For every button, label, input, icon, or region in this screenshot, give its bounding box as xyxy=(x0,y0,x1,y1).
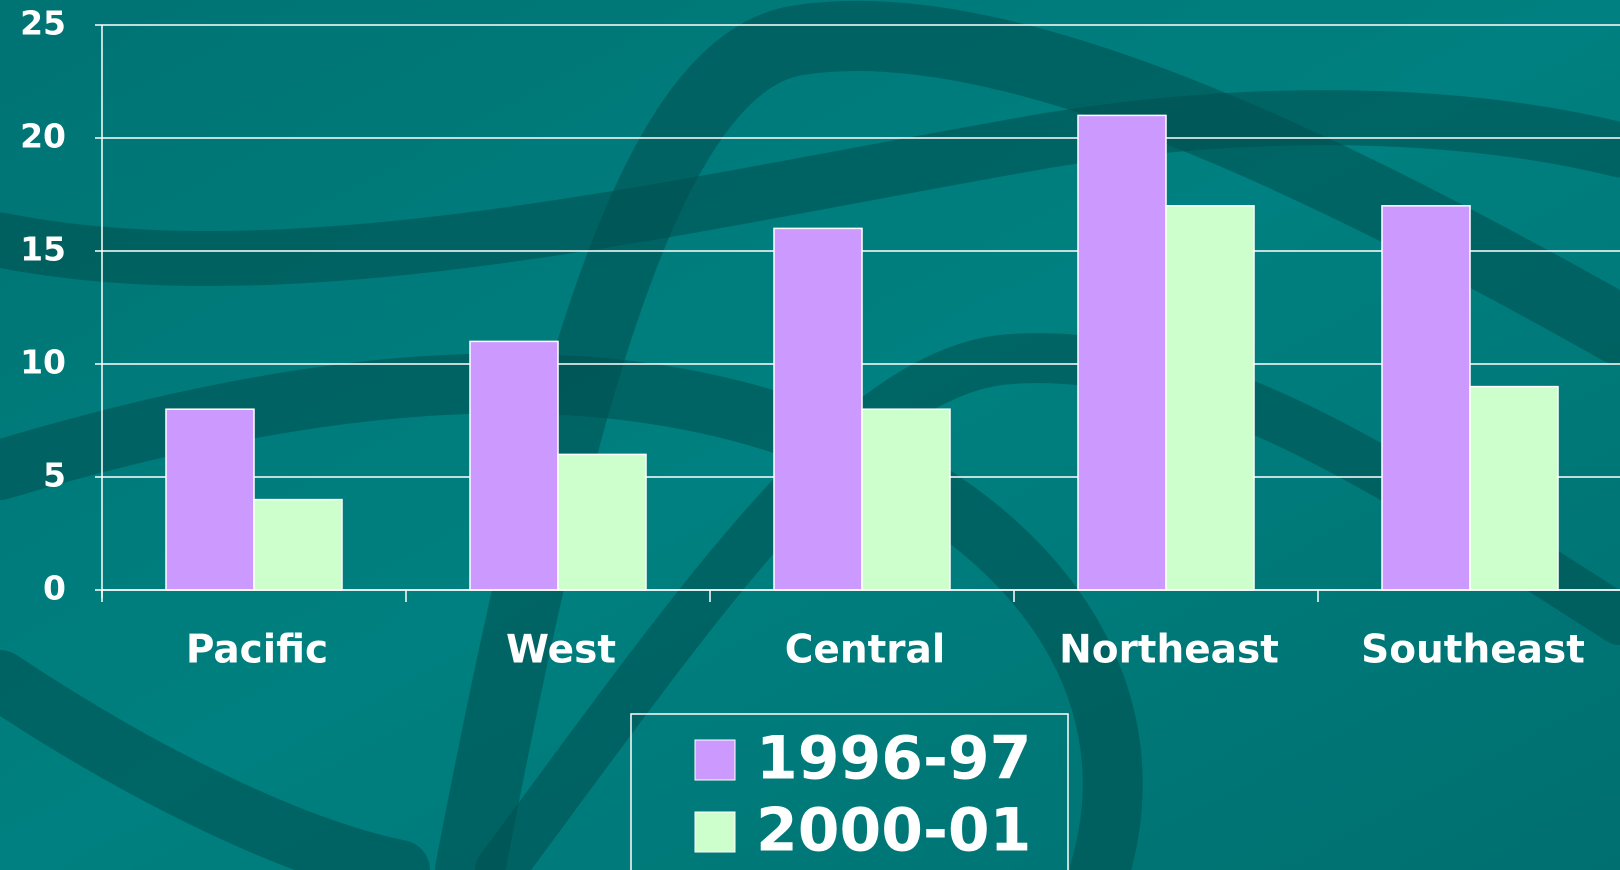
y-tick-label: 25 xyxy=(20,4,66,43)
y-tick-label: 15 xyxy=(20,230,66,269)
y-tick-label: 5 xyxy=(43,456,66,495)
chart: 0 5 10 15 20 25 Pacific West Central Northeast Sou… xyxy=(0,0,1620,870)
bar xyxy=(254,500,342,590)
y-tick-label: 20 xyxy=(20,117,66,156)
x-tick-label: Southeast xyxy=(1361,628,1585,673)
bar xyxy=(1470,387,1558,590)
bar xyxy=(1078,115,1166,590)
bar xyxy=(1166,206,1254,590)
bar xyxy=(774,228,862,590)
bar xyxy=(1382,206,1470,590)
x-tick-label: West xyxy=(506,628,616,673)
legend-swatch xyxy=(695,812,735,852)
y-tick-label: 10 xyxy=(20,343,66,382)
x-tick-label: Northeast xyxy=(1059,628,1279,673)
legend-label: 2000-01 xyxy=(756,796,1031,866)
bar xyxy=(166,409,254,590)
bar xyxy=(862,409,950,590)
bar xyxy=(470,341,558,590)
x-tick-label: Central xyxy=(785,628,945,673)
legend-swatch xyxy=(695,740,735,780)
legend-label: 1996-97 xyxy=(756,724,1031,794)
bar xyxy=(558,454,646,590)
y-tick-label: 0 xyxy=(43,569,66,608)
page: {"chart_data": {"type": "bar", "categori… xyxy=(0,0,1620,870)
x-tick-label: Pacific xyxy=(186,628,328,673)
